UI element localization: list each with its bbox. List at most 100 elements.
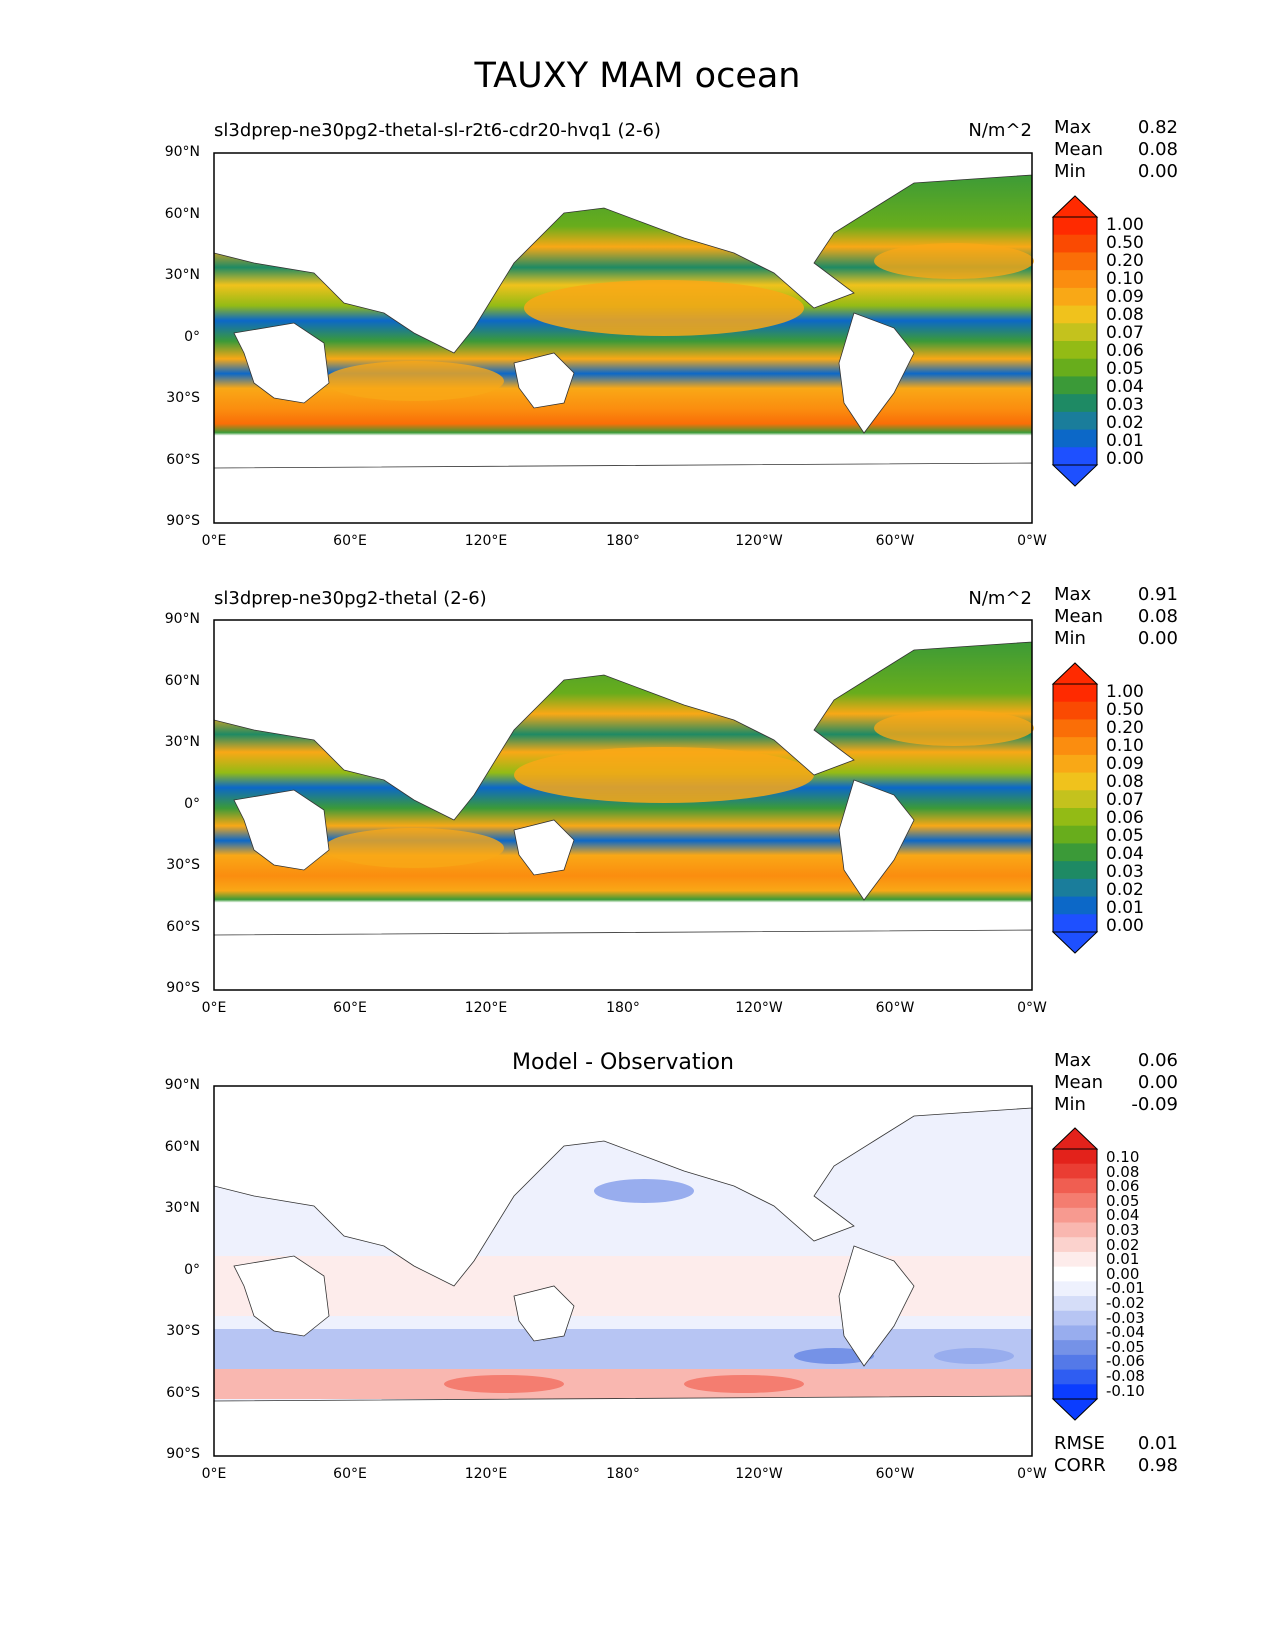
colorbar-label: -0.08 <box>1106 1367 1145 1385</box>
y-tick-label: 90°S <box>166 1446 200 1462</box>
map-difference <box>213 1085 1033 1457</box>
colorbar-segment <box>1053 878 1097 898</box>
colorbar-label: 0.05 <box>1106 1191 1140 1210</box>
units-label: N/m^2 <box>968 120 1032 141</box>
stat-value: 0.00 <box>1137 1072 1178 1093</box>
colorbar-label: 0.02 <box>1106 1235 1140 1254</box>
colorbar-segment <box>1053 1207 1097 1224</box>
y-tick-label: 30°N <box>164 1200 200 1216</box>
x-tick-label: 180° <box>606 1000 640 1016</box>
colorbar-label: -0.06 <box>1106 1352 1145 1371</box>
colorbar-segment <box>1053 1266 1097 1282</box>
colorbar-label: 0.07 <box>1106 323 1144 343</box>
colorbar-label: -0.02 <box>1106 1294 1145 1312</box>
colorbar-segment <box>1053 1340 1097 1356</box>
x-tick-label: 0°W <box>1017 533 1047 549</box>
colorbar-segment <box>1053 234 1097 253</box>
colorbar-label: 0.10 <box>1106 1148 1140 1166</box>
y-tick-label: 60°S <box>166 919 200 935</box>
y-tick-label: 60°N <box>164 206 200 222</box>
colorbar-max-arrow <box>1051 195 1099 218</box>
colorbar-segment <box>1053 287 1097 307</box>
colorbar-max-arrow <box>1051 1127 1099 1150</box>
colorbar-segment <box>1053 843 1097 862</box>
stat-value: 0.00 <box>1137 628 1178 649</box>
colorbar-segment <box>1053 323 1097 342</box>
colorbar-label: -0.03 <box>1106 1308 1145 1327</box>
colorbar-label: 0.05 <box>1106 359 1144 379</box>
stat-value: -0.09 <box>1131 1094 1178 1115</box>
colorbar <box>1051 1127 1099 1421</box>
colorbar-label: 0.08 <box>1106 772 1144 792</box>
y-tick-label: 30°S <box>166 857 200 873</box>
colorbar-label: 0.01 <box>1106 431 1144 451</box>
x-tick-label: 0°E <box>201 1466 227 1482</box>
x-tick-label: 0°E <box>201 533 227 549</box>
colorbar-label: 0.04 <box>1106 1206 1140 1225</box>
colorbar-label: 0.02 <box>1106 413 1144 433</box>
colorbar-segment <box>1053 217 1097 236</box>
stat-label: Min <box>1054 1094 1086 1115</box>
colorbar-segment <box>1053 790 1097 809</box>
colorbar-max-arrow <box>1051 662 1099 685</box>
colorbar-segment <box>1053 914 1097 933</box>
y-tick-label: 60°S <box>166 1385 200 1401</box>
colorbar-min-arrow <box>1051 931 1099 954</box>
colorbar-label: 0.03 <box>1106 1221 1140 1239</box>
colorbar-label: 0.10 <box>1106 269 1144 289</box>
colorbar-label: -0.10 <box>1106 1381 1145 1400</box>
x-tick-label: 60°E <box>333 1466 367 1482</box>
y-tick-label: 90°N <box>164 144 200 160</box>
colorbar-segment <box>1053 1163 1097 1179</box>
colorbar-label: 1.00 <box>1106 682 1144 702</box>
colorbar-label: 0.04 <box>1106 844 1144 864</box>
units-label: N/m^2 <box>968 588 1032 609</box>
colorbar-segment <box>1053 701 1097 720</box>
colorbar-segment <box>1053 825 1097 844</box>
colorbar-segment <box>1053 1178 1097 1194</box>
x-tick-label: 120°W <box>735 1466 783 1482</box>
colorbar-segment <box>1053 684 1097 703</box>
colorbar-segment <box>1053 341 1097 360</box>
colorbar-label: 0.05 <box>1106 826 1144 846</box>
y-tick-label: 30°N <box>164 734 200 750</box>
colorbar-segment <box>1053 1193 1097 1209</box>
stat-label: Mean <box>1054 1072 1104 1093</box>
colorbar-label: 0.50 <box>1106 700 1144 720</box>
x-tick-label: 60°E <box>333 1000 367 1016</box>
y-tick-label: 30°N <box>164 267 200 283</box>
colorbar-segment <box>1053 305 1097 324</box>
colorbar-label: 0.09 <box>1106 754 1144 774</box>
colorbar-label: 0.20 <box>1106 251 1144 271</box>
metric-value: 0.01 <box>1137 1433 1178 1454</box>
stat-value: 0.06 <box>1137 1050 1178 1071</box>
stat-label: Min <box>1054 161 1086 182</box>
stat-label: Max <box>1054 584 1092 605</box>
stat-value: 0.82 <box>1137 117 1178 138</box>
colorbar-segment <box>1053 411 1097 431</box>
metric-label: RMSE <box>1054 1433 1105 1454</box>
x-tick-label: 60°W <box>875 1466 915 1482</box>
colorbar-segment <box>1053 429 1097 448</box>
x-tick-label: 120°E <box>464 1000 508 1016</box>
x-tick-label: 120°W <box>735 1000 783 1016</box>
colorbar-segment <box>1053 1369 1097 1385</box>
colorbar-label: 0.03 <box>1106 395 1144 415</box>
x-tick-label: 60°E <box>333 533 367 549</box>
colorbar-label: 0.00 <box>1106 449 1144 469</box>
x-tick-label: 120°W <box>735 533 783 549</box>
y-tick-label: 0° <box>184 796 200 812</box>
colorbar-segment <box>1053 1296 1097 1312</box>
colorbar-label: -0.04 <box>1106 1323 1145 1342</box>
stat-value: 0.08 <box>1137 606 1178 627</box>
x-tick-label: 0°W <box>1017 1466 1047 1482</box>
x-tick-label: 60°W <box>875 533 915 549</box>
metric-value: 0.98 <box>1137 1455 1178 1476</box>
colorbar-segment <box>1053 772 1097 791</box>
x-tick-label: 180° <box>606 533 640 549</box>
colorbar-label: 0.00 <box>1106 1264 1140 1283</box>
colorbar-segment <box>1053 1354 1097 1371</box>
colorbar-label: 0.08 <box>1106 305 1144 325</box>
y-tick-label: 90°S <box>166 980 200 996</box>
colorbar-min-arrow <box>1051 464 1099 487</box>
